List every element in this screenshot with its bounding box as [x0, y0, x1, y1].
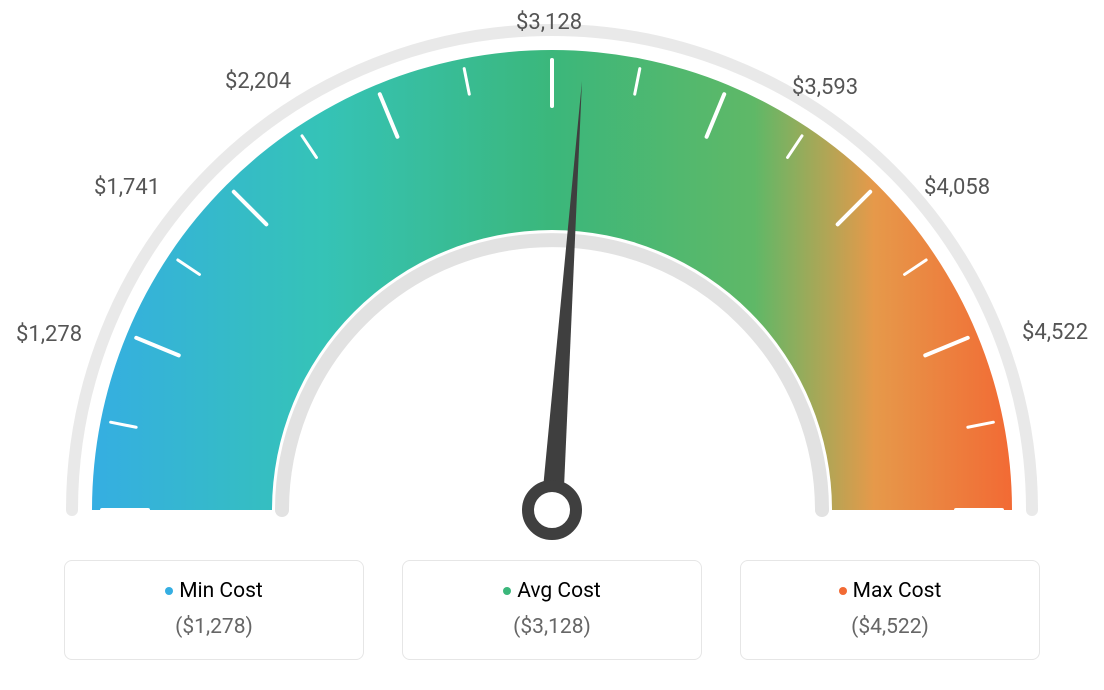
legend-value: ($3,128) [403, 615, 701, 639]
legend-value: ($1,278) [65, 615, 363, 639]
legend-title-text: Min Cost [179, 579, 263, 603]
legend-dot [165, 587, 173, 595]
legend-title-text: Avg Cost [517, 579, 601, 603]
legend-card: Avg Cost ($3,128) [402, 560, 702, 660]
legend-card: Max Cost ($4,522) [740, 560, 1040, 660]
legend-title: Min Cost [65, 579, 363, 603]
gauge-svg [52, 10, 1052, 540]
legend-row: Min Cost ($1,278) Avg Cost ($3,128) Max Cost… [0, 560, 1104, 660]
legend-dot [503, 587, 511, 595]
legend-title-text: Max Cost [853, 579, 942, 603]
legend-title: Max Cost [741, 579, 1039, 603]
legend-dot [839, 587, 847, 595]
legend-card: Min Cost ($1,278) [64, 560, 364, 660]
legend-title: Avg Cost [403, 579, 701, 603]
needle-hub [528, 486, 576, 534]
gauge-chart: $1,278$1,741$2,204$3,128$3,593$4,058$4,5… [0, 0, 1104, 540]
legend-value: ($4,522) [741, 615, 1039, 639]
